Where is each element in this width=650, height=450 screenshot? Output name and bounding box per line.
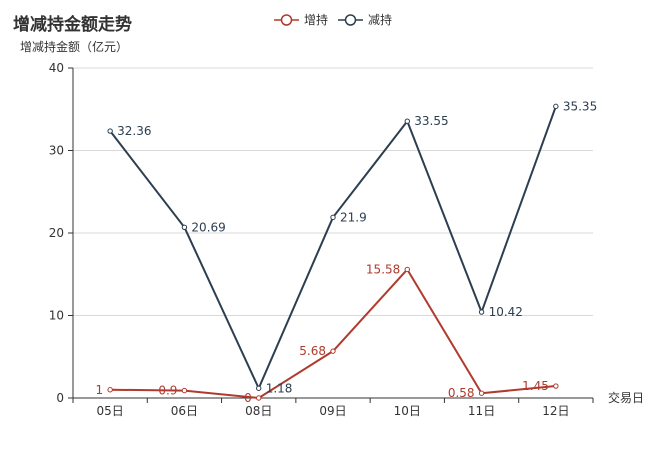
data-point (553, 103, 559, 110)
data-point (107, 128, 113, 134)
data-label: 0 (244, 391, 252, 405)
data-point (181, 387, 188, 394)
x-tick-label: 11日 (468, 404, 495, 418)
y-tick-label: 10 (49, 309, 64, 323)
data-point (553, 383, 559, 389)
data-point (404, 118, 410, 124)
chart-title: 增减持金额走势 (13, 15, 132, 35)
data-point (256, 385, 262, 391)
grid-lines (73, 67, 593, 316)
legend-decrease-icon (338, 13, 364, 26)
legend: 增持 减持 (274, 11, 402, 28)
legend-increase-icon (274, 13, 299, 26)
data-labels: 1 0.9 0 5.68 15.58 0.58 1.45 32.36 20.69 1.18 21.9… (96, 99, 598, 405)
y-tick-label: 40 (49, 61, 64, 75)
y-tick-label: 20 (49, 226, 64, 240)
x-tick-label: 06日 (171, 404, 198, 418)
data-label: 32.36 (117, 124, 151, 138)
series-line-decrease (109, 106, 557, 390)
data-point (478, 390, 485, 396)
x-tick-label: 09日 (319, 404, 346, 418)
legend-label-decrease: 减持 (368, 13, 393, 27)
data-label: 35.35 (563, 99, 597, 113)
data-label: 5.68 (299, 344, 326, 358)
series-lines (107, 103, 559, 401)
data-point (330, 214, 336, 221)
x-axis-title: 交易日 (608, 390, 644, 405)
data-point (107, 387, 113, 393)
data-label: 21.9 (340, 210, 367, 224)
data-label: 15.58 (366, 262, 400, 276)
legend-item-decrease[interactable]: 减持 (338, 11, 392, 28)
x-tick-label: 12日 (542, 404, 569, 418)
x-tick-label: 05日 (97, 404, 124, 418)
y-tick-label: 30 (49, 144, 64, 158)
data-label: 1.18 (266, 381, 293, 395)
data-label: 0.9 (158, 384, 177, 398)
data-point (404, 266, 410, 273)
data-label: 10.42 (489, 305, 523, 319)
data-label: 1.45 (522, 379, 549, 393)
data-label: 1 (96, 383, 104, 397)
y-tick-label: 0 (56, 391, 64, 405)
data-label: 0.58 (448, 386, 475, 400)
y-axis-title: 增减持金额（亿元） (20, 39, 128, 54)
legend-label-increase: 增持 (304, 13, 329, 27)
data-point (478, 309, 485, 315)
data-label: 20.69 (191, 220, 225, 234)
data-point (330, 348, 336, 354)
data-label: 33.55 (414, 114, 448, 128)
x-tick-label: 08日 (245, 404, 272, 418)
data-point (181, 224, 188, 231)
x-tick-label: 10日 (394, 404, 421, 418)
legend-item-increase[interactable]: 增持 (274, 11, 328, 28)
data-point (256, 395, 262, 401)
